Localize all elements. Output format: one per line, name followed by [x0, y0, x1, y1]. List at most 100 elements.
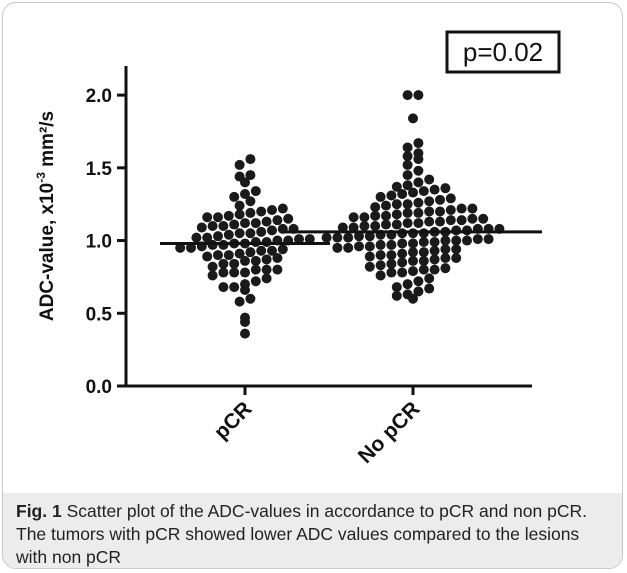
data-point: [240, 267, 250, 278]
data-point: [261, 216, 272, 227]
data-point: [348, 212, 359, 223]
data-point: [402, 142, 413, 153]
p-value-annotation: p=0.02: [445, 30, 561, 74]
data-point: [234, 209, 245, 220]
data-point: [397, 189, 408, 199]
p-value-box: [445, 30, 561, 74]
data-point: [202, 232, 213, 243]
data-point: [229, 258, 240, 269]
data-point: [397, 257, 408, 268]
data-point: [435, 206, 445, 217]
y-axis-label-exponent: -3: [34, 172, 48, 183]
data-point: [381, 200, 391, 211]
data-point: [343, 232, 354, 243]
data-point: [402, 207, 413, 218]
data-point: [218, 282, 229, 293]
data-point: [250, 276, 261, 287]
data-point: [413, 177, 424, 188]
data-point: [240, 177, 250, 188]
data-point: [223, 210, 234, 221]
data-point: [408, 238, 418, 249]
data-point: [408, 247, 418, 258]
data-point: [391, 181, 402, 192]
data-point: [272, 264, 283, 275]
data-point: [240, 317, 250, 327]
data-point: [402, 151, 413, 162]
data-point: [381, 210, 391, 221]
data-point: [418, 247, 429, 258]
data-point: [413, 218, 424, 229]
data-point: [348, 222, 359, 233]
data-point: [375, 191, 386, 202]
data-point: [240, 189, 250, 199]
data-point: [332, 242, 343, 253]
data-point: [272, 253, 283, 263]
data-point: [381, 219, 391, 230]
data-point: [402, 159, 413, 170]
data-point: [256, 245, 267, 256]
data-point: [440, 244, 451, 255]
data-point: [445, 193, 456, 204]
figure-caption: Fig. 1 Scatter plot of the ADC-values in…: [16, 500, 611, 568]
data-point: [229, 191, 240, 202]
data-point: [408, 255, 418, 266]
data-point: [386, 190, 397, 201]
data-point: [294, 234, 304, 245]
data-point: [375, 239, 386, 250]
y-tick-label: 2.0: [86, 86, 112, 107]
data-point: [418, 264, 429, 275]
data-point: [386, 250, 397, 261]
data-point: [397, 267, 408, 278]
data-point: [424, 206, 435, 217]
data-point: [267, 245, 277, 256]
data-point: [364, 251, 375, 262]
data-point: [245, 247, 256, 258]
data-point: [413, 165, 424, 176]
data-point: [370, 221, 381, 231]
data-point: [267, 205, 277, 215]
data-point: [218, 258, 229, 269]
data-point: [191, 232, 202, 243]
data-point: [413, 276, 424, 287]
data-point: [435, 216, 445, 227]
data-point: [272, 215, 283, 226]
data-point: [359, 221, 370, 231]
data-point: [402, 199, 413, 210]
data-point: [234, 228, 245, 239]
data-point: [391, 282, 402, 293]
caption-background: [3, 493, 622, 568]
data-point: [386, 239, 397, 250]
data-point: [462, 235, 472, 246]
data-point: [359, 212, 370, 223]
data-point: [467, 203, 478, 214]
data-point: [375, 250, 386, 261]
data-point: [375, 260, 386, 271]
data-point: [321, 232, 332, 243]
data-point: [207, 221, 218, 231]
data-point: [256, 226, 267, 237]
data-point: [213, 250, 223, 261]
data-point: [375, 270, 386, 281]
scatter-chart: 0.0 0.5 1.0 1.5 2.0 pCR No pCR ADC-value, x10-…: [34, 30, 561, 468]
data-point: [213, 212, 223, 223]
data-point: [250, 218, 261, 229]
data-point: [218, 267, 229, 278]
data-point: [424, 174, 435, 185]
data-point: [451, 244, 462, 255]
data-point: [332, 232, 343, 243]
data-point: [424, 196, 435, 207]
data-point: [429, 184, 440, 195]
data-point: [413, 207, 424, 218]
data-point: [245, 293, 256, 304]
data-point: [370, 202, 381, 213]
data-point: [304, 234, 315, 245]
data-point: [386, 267, 397, 278]
data-point: [370, 210, 381, 221]
data-point: [408, 266, 418, 277]
data-point: [451, 235, 462, 246]
data-point: [277, 244, 288, 255]
x-tick-label: pCR: [210, 397, 257, 444]
data-point: [391, 199, 402, 210]
data-point: [397, 248, 408, 259]
data-point: [402, 218, 413, 229]
